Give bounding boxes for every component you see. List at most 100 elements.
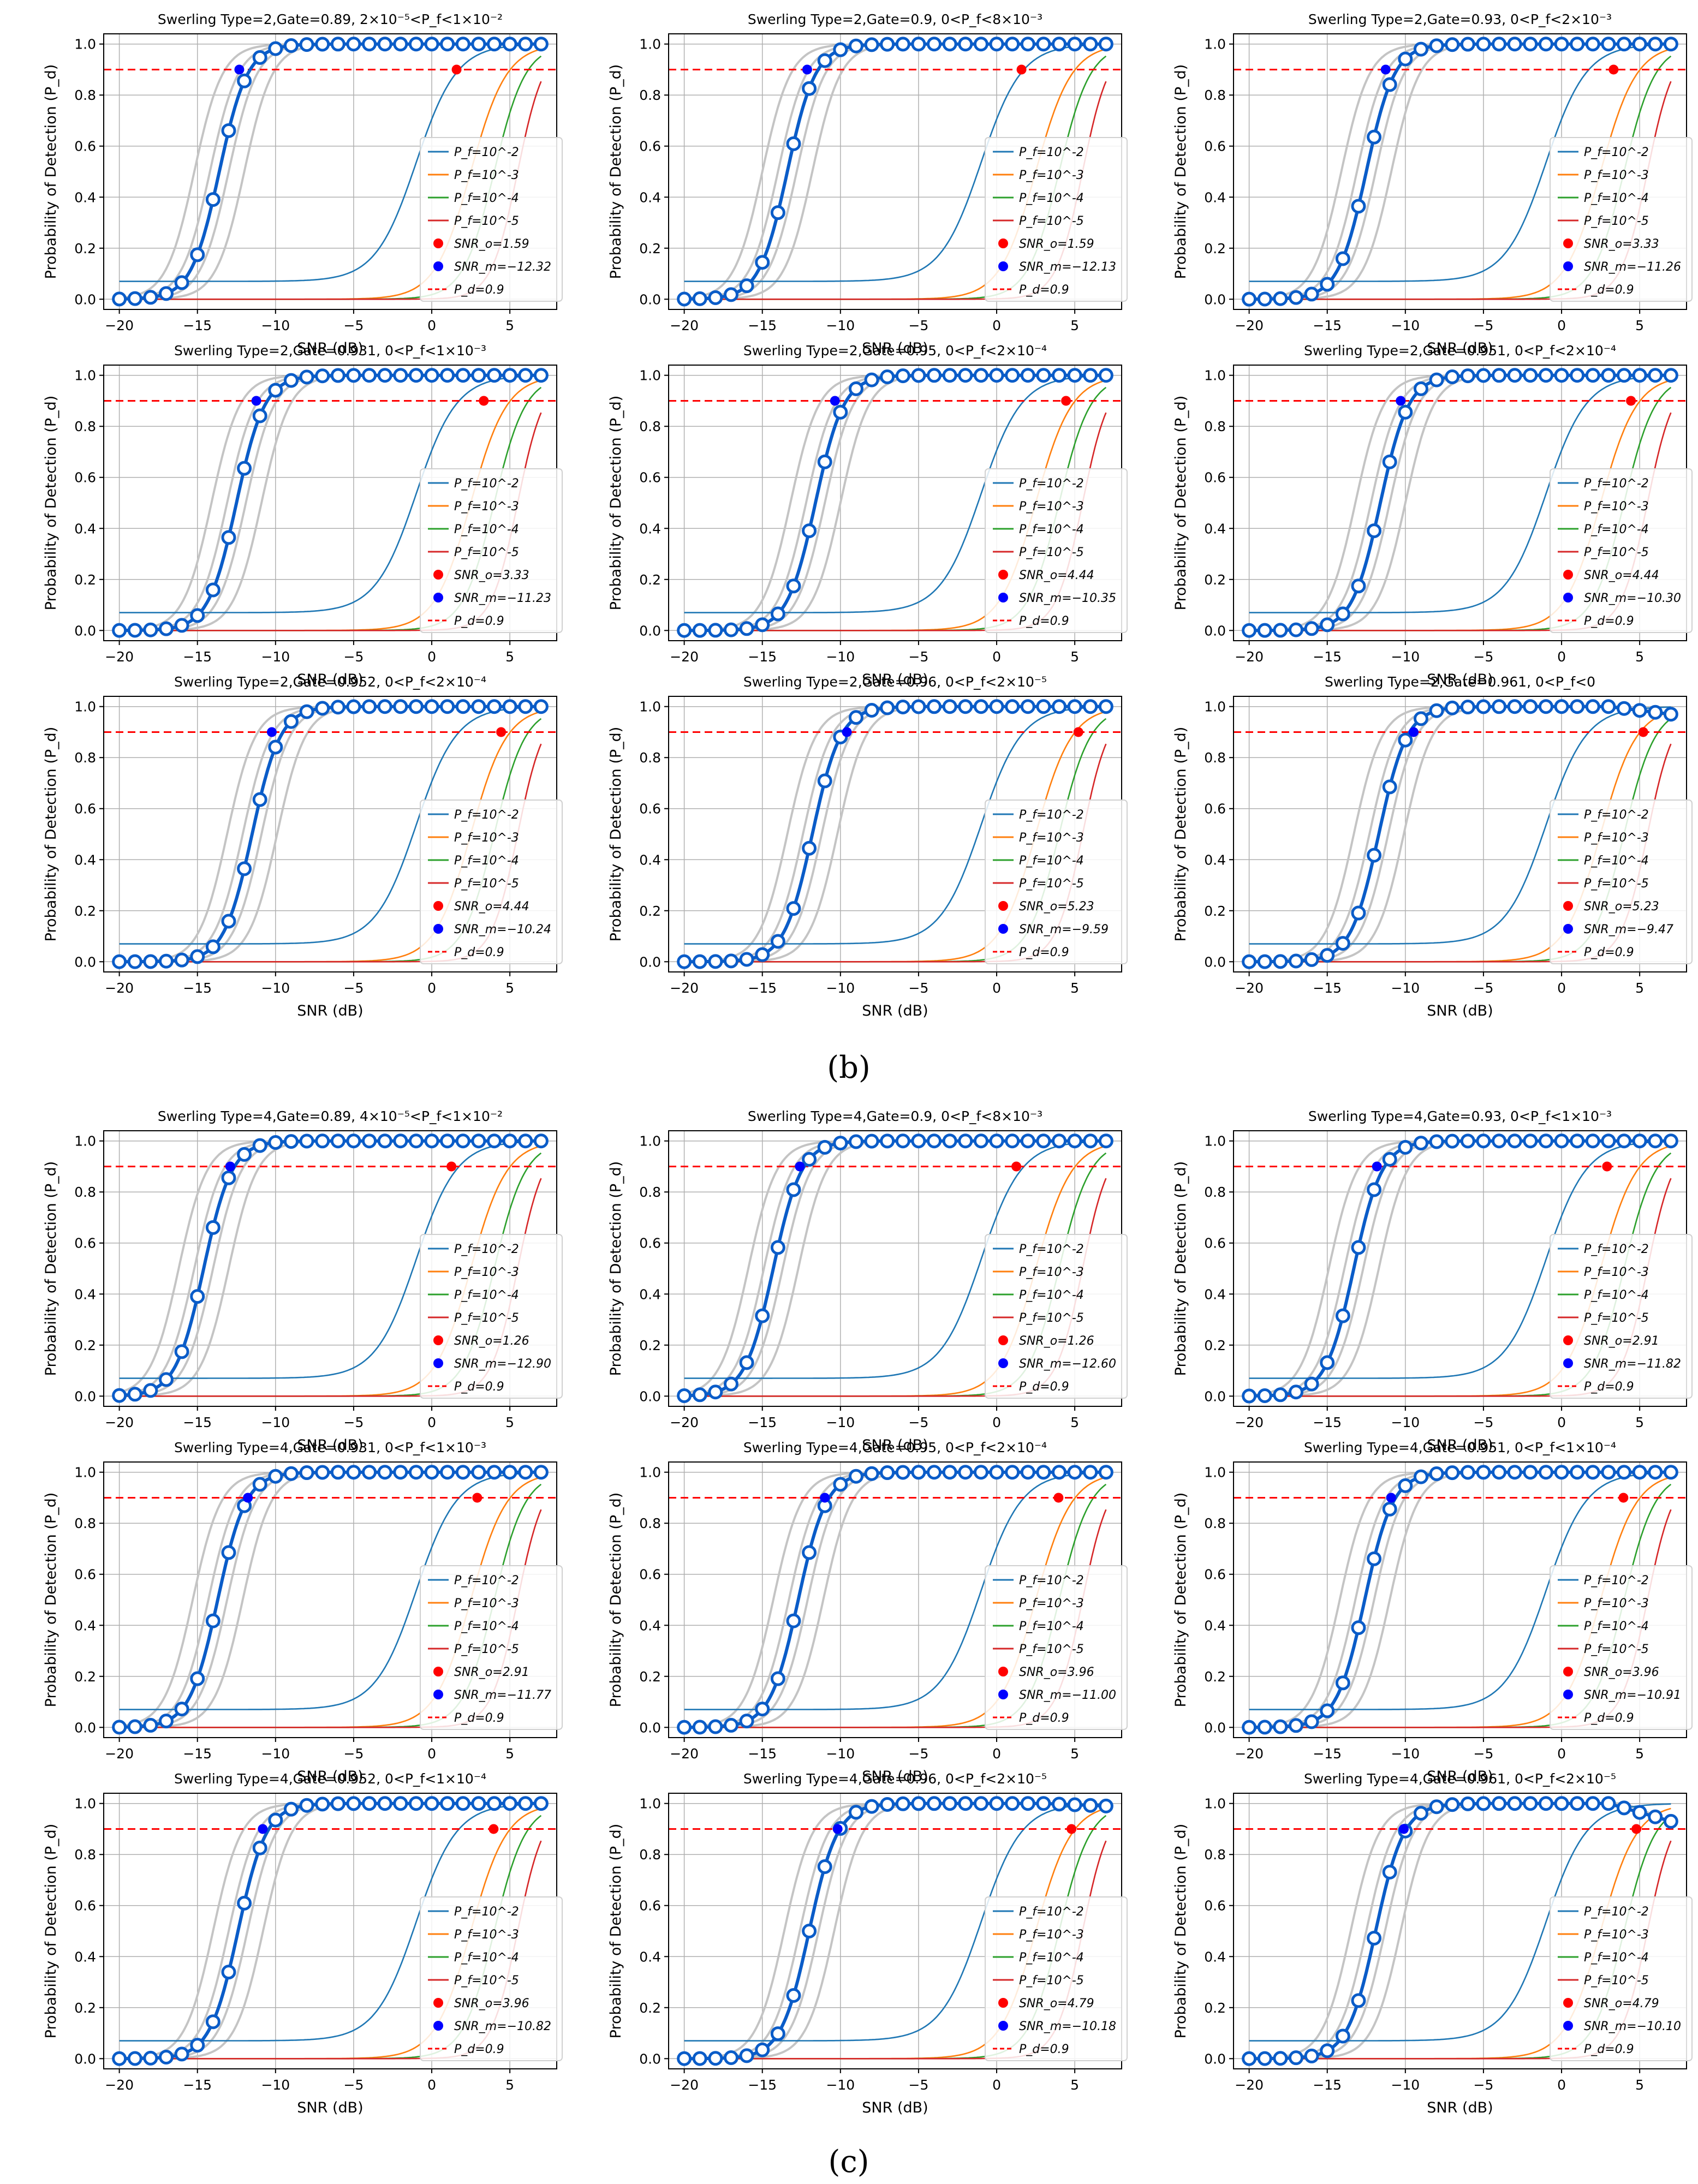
measured-marker [1320,948,1335,963]
y-tick-label: 0.0 [639,291,661,307]
subplot-title: Swerling Type=2,Gate=0.93, 0<P_f<2×10⁻³ [1308,11,1612,27]
x-tick-label: 0 [1557,1415,1566,1430]
measured-marker [973,699,988,714]
legend-swatch-dot [998,1335,1008,1345]
y-tick-label: 0.2 [1204,903,1226,919]
legend-label: SNR_m=−10.91 [1584,1688,1681,1702]
measured-marker [174,618,189,633]
measured-marker [424,37,439,52]
y-tick-label: 1.0 [1204,1796,1226,1812]
legend-label: P_f=10^-4 [1584,192,1649,205]
measured-marker [1445,700,1460,715]
legend-swatch-dot [1563,901,1573,911]
measured-marker [1507,1465,1522,1480]
measured-marker [1585,699,1600,714]
measured-marker [1005,1465,1020,1480]
measured-marker [880,37,895,52]
measured-marker [127,954,142,969]
measured-curve [1249,42,1671,301]
measured-marker [440,1133,455,1149]
measured-marker [1335,2028,1350,2044]
legend-label: SNR_o=2.91 [1584,1334,1659,1348]
x-tick-label: −15 [183,1746,212,1762]
measured-marker [1036,37,1051,52]
measured-marker [1429,1134,1444,1149]
legend-swatch-dot [433,1667,443,1676]
measured-marker [221,530,236,545]
measured-marker [471,1133,486,1149]
measured-marker [268,1812,283,1828]
measured-marker [1585,37,1600,52]
legend-label: P_f=10^-4 [454,854,519,868]
legend-label: P_f=10^-5 [1584,1311,1649,1325]
y-tick-label: 0.4 [1204,521,1226,536]
y-tick-label: 0.4 [1204,189,1226,205]
legend-box [1550,799,1693,964]
measured-marker [377,368,392,383]
y-tick-label: 0.8 [639,419,661,434]
data-layer [669,1133,1122,1403]
y-tick-label: 0.8 [74,1847,96,1863]
legend-swatch-dot [998,593,1008,602]
y-axis-label: Probability of Detection (P_d) [1172,1161,1189,1376]
measured-marker [518,1465,533,1480]
legend-label: P_f=10^-2 [454,1243,519,1256]
measured-marker [502,1465,517,1480]
x-tick-label: −20 [670,1746,699,1762]
x-axis-label: SNR (dB) [297,671,363,688]
x-tick-label: −20 [105,980,134,996]
measured-curve [684,42,1106,301]
subplot-5: Swerling Type=2,Gate=0.95, 0<P_f<2×10⁻⁴ −… [607,343,1128,688]
measured-marker [283,1801,299,1817]
y-tick-label: 0.2 [74,1338,96,1353]
measured-marker [958,1465,973,1480]
subplot-title: Swerling Type=4,Gate=0.9, 0<P_f<8×10⁻³ [748,1108,1042,1124]
x-tick-label: −20 [105,649,134,665]
legend-box [420,137,563,302]
x-axis-label: SNR (dB) [1427,1437,1493,1454]
y-tick-label: 0.6 [1204,139,1226,154]
y-axis-label: Probability of Detection (P_d) [43,64,59,279]
measured-marker [1242,623,1257,638]
legend-swatch-dot [433,924,443,934]
legend-label: P_f=10^-5 [1019,877,1084,891]
measured-marker [1460,1465,1475,1480]
x-tick-label: −5 [344,649,364,665]
measured-marker [864,1133,879,1149]
measured-marker [1429,1799,1444,1815]
measured-marker [393,37,408,52]
y-tick-label: 0.2 [1204,241,1226,256]
measured-marker [1052,37,1067,52]
legend-swatch-dot [433,1998,443,2008]
x-tick-label: 0 [427,1746,436,1762]
legend-label: SNR_o=3.96 [1019,1666,1094,1679]
measured-marker [1601,368,1616,383]
legend-label: P_d=0.9 [1019,1711,1069,1725]
snr-m-point [258,1824,268,1834]
measured-marker [786,136,801,151]
x-tick-label: −15 [748,1746,777,1762]
legend-box [985,1234,1128,1399]
legend-label: P_f=10^-5 [1584,546,1649,559]
y-tick-label: 0.4 [1204,1286,1226,1302]
measured-marker [1663,1465,1678,1480]
y-tick-label: 0.8 [74,1515,96,1531]
x-tick-label: −5 [909,2077,929,2093]
measured-marker [927,37,942,52]
x-tick-label: −5 [344,2077,364,2093]
x-tick-label: −15 [1313,1746,1342,1762]
measured-marker [299,37,314,52]
legend-label: P_f=10^-4 [1584,1951,1649,1965]
measured-marker [1523,1133,1538,1149]
measured-marker [1538,1133,1553,1149]
measured-marker [1523,368,1538,383]
measured-marker [1445,1133,1460,1149]
measured-marker [848,1805,863,1820]
x-tick-label: 0 [992,649,1001,665]
snr-m-point [1380,64,1391,75]
measured-marker [770,1240,785,1255]
x-tick-label: −10 [1391,1415,1420,1430]
measured-marker [1052,1797,1067,1812]
measured-marker [833,1136,848,1151]
legend-label: SNR_m=−10.24 [454,923,551,936]
